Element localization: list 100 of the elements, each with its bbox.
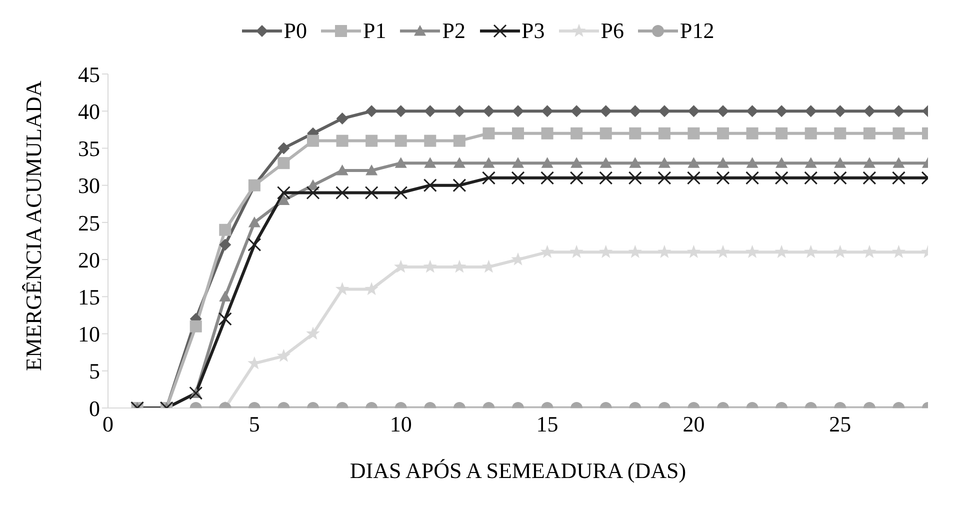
point xyxy=(716,244,730,258)
point xyxy=(570,171,584,185)
point xyxy=(570,127,583,140)
point xyxy=(746,157,758,168)
point xyxy=(276,186,290,200)
x-tick-label: 5 xyxy=(248,412,260,437)
point xyxy=(541,127,554,140)
point xyxy=(482,171,496,185)
point xyxy=(658,105,670,118)
point xyxy=(776,127,788,140)
point xyxy=(453,157,466,168)
point xyxy=(278,194,290,205)
point xyxy=(512,105,524,118)
point xyxy=(600,157,612,168)
y-tick-label: 5 xyxy=(89,358,100,384)
y-tick-label: 45 xyxy=(78,62,100,87)
point xyxy=(276,348,291,362)
point xyxy=(892,127,905,140)
point xyxy=(688,127,700,140)
point xyxy=(628,244,642,258)
point xyxy=(423,178,437,192)
point xyxy=(774,244,788,258)
point xyxy=(892,157,905,168)
y-tick-label: 15 xyxy=(78,284,100,310)
point xyxy=(394,134,407,147)
point xyxy=(278,157,290,170)
point xyxy=(335,282,350,296)
point xyxy=(658,171,672,185)
point xyxy=(892,171,906,185)
point xyxy=(278,142,290,154)
point xyxy=(716,171,730,185)
point xyxy=(834,105,846,118)
point xyxy=(599,244,613,258)
point xyxy=(863,157,876,168)
point xyxy=(307,134,319,147)
point xyxy=(745,244,760,258)
point xyxy=(366,164,378,176)
point xyxy=(600,105,612,118)
legend-label: P3 xyxy=(522,18,545,44)
point xyxy=(482,105,495,118)
y-tick-label: 25 xyxy=(78,210,100,236)
point xyxy=(364,282,378,296)
point xyxy=(658,244,672,258)
point xyxy=(394,186,408,200)
y-tick-label: 10 xyxy=(78,322,100,347)
y-axis-title: EMERGÊNCIA ACUMULADA xyxy=(20,80,46,371)
point xyxy=(863,105,876,118)
point xyxy=(424,157,436,168)
point xyxy=(717,127,729,140)
point xyxy=(570,157,583,168)
point xyxy=(686,171,700,185)
point xyxy=(423,260,437,273)
point xyxy=(570,105,583,118)
point xyxy=(306,186,320,200)
y-tick-label: 35 xyxy=(78,136,100,162)
point xyxy=(336,112,348,125)
point xyxy=(540,171,554,185)
y-tick-label: 40 xyxy=(78,98,100,124)
point xyxy=(776,157,788,168)
point xyxy=(746,171,760,185)
point xyxy=(453,134,466,147)
point xyxy=(600,127,612,140)
point xyxy=(746,127,758,140)
point xyxy=(452,260,466,273)
point xyxy=(219,238,232,251)
point xyxy=(336,164,348,176)
point xyxy=(364,186,378,200)
point xyxy=(541,157,554,168)
legend-label: P12 xyxy=(680,18,714,44)
legend-label: P6 xyxy=(600,18,624,44)
x-axis-title: DIAS APÓS A SEMEADURA (DAS) xyxy=(350,458,686,483)
x-tick-label: 25 xyxy=(829,412,852,437)
point xyxy=(452,178,466,192)
point xyxy=(541,105,554,118)
point xyxy=(394,260,408,273)
x-tick-label: 20 xyxy=(682,412,705,437)
point xyxy=(862,244,876,258)
point xyxy=(774,171,788,185)
point xyxy=(366,134,378,147)
point xyxy=(804,105,817,118)
y-tick-label: 20 xyxy=(78,247,100,272)
point xyxy=(424,105,436,118)
point xyxy=(394,157,407,168)
point xyxy=(658,127,670,140)
x-tick-label: 10 xyxy=(390,412,412,437)
point xyxy=(248,216,260,228)
legend-label: P1 xyxy=(363,18,386,44)
point xyxy=(804,244,818,258)
point xyxy=(424,134,436,147)
point xyxy=(629,127,642,140)
point xyxy=(717,157,729,168)
point xyxy=(833,244,847,258)
point xyxy=(629,105,642,118)
legend-label: P0 xyxy=(284,18,307,44)
point xyxy=(453,105,466,118)
point xyxy=(219,224,232,236)
point xyxy=(306,326,320,340)
point xyxy=(776,105,788,118)
point xyxy=(834,157,846,168)
point xyxy=(599,171,613,185)
